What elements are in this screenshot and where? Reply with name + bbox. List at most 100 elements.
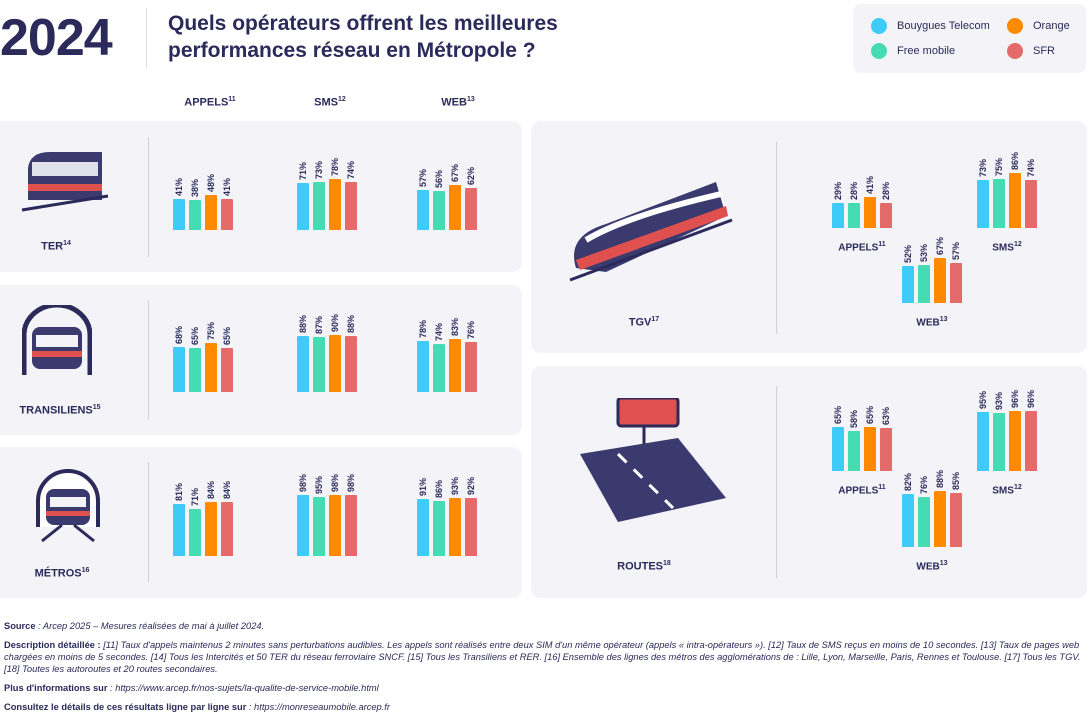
bar-column: 84% bbox=[221, 481, 233, 556]
bar-bouygues-telecom bbox=[173, 503, 185, 556]
bar-sfr bbox=[1025, 179, 1037, 228]
column-header-sms: SMS12 bbox=[314, 96, 346, 109]
legend: Bouygues Telecom Orange Free mobile SFR bbox=[853, 4, 1086, 73]
bar-sfr bbox=[345, 495, 357, 556]
bar-bouygues-telecom bbox=[417, 341, 429, 392]
bar-orange bbox=[934, 491, 946, 547]
bar-column: 29% bbox=[832, 182, 844, 228]
bar-free-mobile bbox=[313, 496, 325, 556]
data-label: 38% bbox=[190, 179, 200, 198]
bar-column: 65% bbox=[221, 327, 233, 392]
data-label: 65% bbox=[190, 327, 200, 346]
bar-bouygues-telecom bbox=[297, 495, 309, 556]
data-label: 91% bbox=[418, 477, 428, 496]
data-label: 98% bbox=[330, 474, 340, 493]
bar-bouygues-telecom bbox=[977, 180, 989, 228]
metric-label-web: WEB13 bbox=[916, 316, 948, 329]
bar-orange bbox=[449, 338, 461, 392]
data-label: 96% bbox=[1010, 390, 1020, 409]
bar-sfr bbox=[465, 187, 477, 230]
bar-sfr bbox=[1025, 411, 1037, 471]
bar-column: 92% bbox=[465, 477, 477, 556]
bar-orange bbox=[329, 495, 341, 556]
legend-swatch bbox=[1007, 18, 1023, 34]
metric-label-sms: SMS12 bbox=[992, 241, 1022, 254]
bar-free-mobile bbox=[433, 190, 445, 230]
bar-group-ter-sms: 71% 73% 78% 74% bbox=[297, 158, 357, 230]
legend-item: SFR bbox=[1007, 43, 1055, 59]
bar-column: 96% bbox=[1009, 390, 1021, 471]
bar-column: 84% bbox=[205, 481, 217, 556]
description-note: Description détaillée : [11] Taux d'appe… bbox=[4, 640, 1081, 674]
data-label: 83% bbox=[450, 317, 460, 336]
bar-column: 65% bbox=[189, 327, 201, 392]
data-label: 74% bbox=[434, 322, 444, 341]
bar-group-métros-web: 91% 86% 93% 92% bbox=[417, 477, 477, 556]
data-label: 88% bbox=[298, 315, 308, 334]
mode-label-tgv: TGV17 bbox=[628, 316, 660, 329]
bar-column: 82% bbox=[902, 473, 914, 547]
bar-column: 73% bbox=[977, 159, 989, 228]
bar-orange bbox=[329, 179, 341, 230]
data-label: 65% bbox=[222, 327, 232, 346]
bar-column: 85% bbox=[950, 472, 962, 547]
legend-item: Free mobile bbox=[871, 43, 955, 59]
bar-column: 95% bbox=[313, 476, 325, 556]
bar-free-mobile bbox=[918, 265, 930, 303]
data-label: 88% bbox=[935, 470, 945, 489]
bar-sfr bbox=[221, 502, 233, 556]
bar-orange bbox=[329, 335, 341, 392]
data-label: 93% bbox=[994, 391, 1004, 410]
data-label: 84% bbox=[222, 481, 232, 500]
bar-column: 74% bbox=[433, 323, 445, 392]
detail-link[interactable]: : https://monreseaumobile.arcep.fr bbox=[246, 702, 390, 712]
data-label: 67% bbox=[450, 164, 460, 183]
bar-column: 81% bbox=[173, 483, 185, 556]
bar-free-mobile bbox=[993, 412, 1005, 471]
metro-icon bbox=[36, 469, 100, 543]
bar-sfr bbox=[221, 198, 233, 230]
bar-bouygues-telecom bbox=[173, 198, 185, 230]
legend-swatch bbox=[871, 18, 887, 34]
bar-column: 53% bbox=[918, 244, 930, 303]
page-title: Quels opérateurs offrent les meilleures … bbox=[168, 12, 558, 62]
data-label: 87% bbox=[314, 315, 324, 334]
bar-column: 91% bbox=[417, 478, 429, 556]
legend-item: Orange bbox=[1007, 18, 1070, 34]
data-label: 76% bbox=[919, 476, 929, 495]
bar-free-mobile bbox=[993, 179, 1005, 228]
data-label: 85% bbox=[951, 471, 961, 490]
data-label: 53% bbox=[919, 244, 929, 263]
data-label: 78% bbox=[418, 320, 428, 339]
bar-column: 57% bbox=[950, 242, 962, 303]
data-label: 57% bbox=[951, 242, 961, 261]
bar-column: 98% bbox=[329, 474, 341, 556]
bar-sfr bbox=[221, 348, 233, 392]
header-divider bbox=[146, 8, 147, 68]
road-icon bbox=[580, 398, 726, 522]
bar-bouygues-telecom bbox=[832, 202, 844, 228]
bar-group-tgv-sms: 73% 75% 86% 74% bbox=[977, 152, 1037, 228]
bar-sfr bbox=[345, 336, 357, 392]
data-label: 41% bbox=[174, 177, 184, 196]
bar-column: 93% bbox=[993, 392, 1005, 471]
legend-item: Bouygues Telecom bbox=[871, 18, 990, 34]
data-label: 96% bbox=[1026, 390, 1036, 409]
bar-column: 67% bbox=[449, 164, 461, 230]
info-link[interactable]: : https://www.arcep.fr/nos-sujets/la-qua… bbox=[107, 683, 379, 693]
bar-column: 87% bbox=[313, 316, 325, 392]
bar-sfr bbox=[880, 428, 892, 471]
bar-sfr bbox=[950, 263, 962, 303]
bar-column: 75% bbox=[993, 158, 1005, 228]
data-label: 98% bbox=[346, 474, 356, 493]
data-label: 95% bbox=[978, 390, 988, 409]
bar-column: 74% bbox=[345, 161, 357, 230]
bar-column: 63% bbox=[880, 407, 892, 471]
high-speed-train-icon bbox=[569, 182, 733, 282]
bar-bouygues-telecom bbox=[297, 183, 309, 230]
bar-orange bbox=[1009, 411, 1021, 471]
legend-label: Free mobile bbox=[897, 45, 956, 57]
data-label: 75% bbox=[994, 157, 1004, 176]
data-label: 76% bbox=[466, 321, 476, 340]
column-header-web: WEB13 bbox=[441, 96, 475, 109]
